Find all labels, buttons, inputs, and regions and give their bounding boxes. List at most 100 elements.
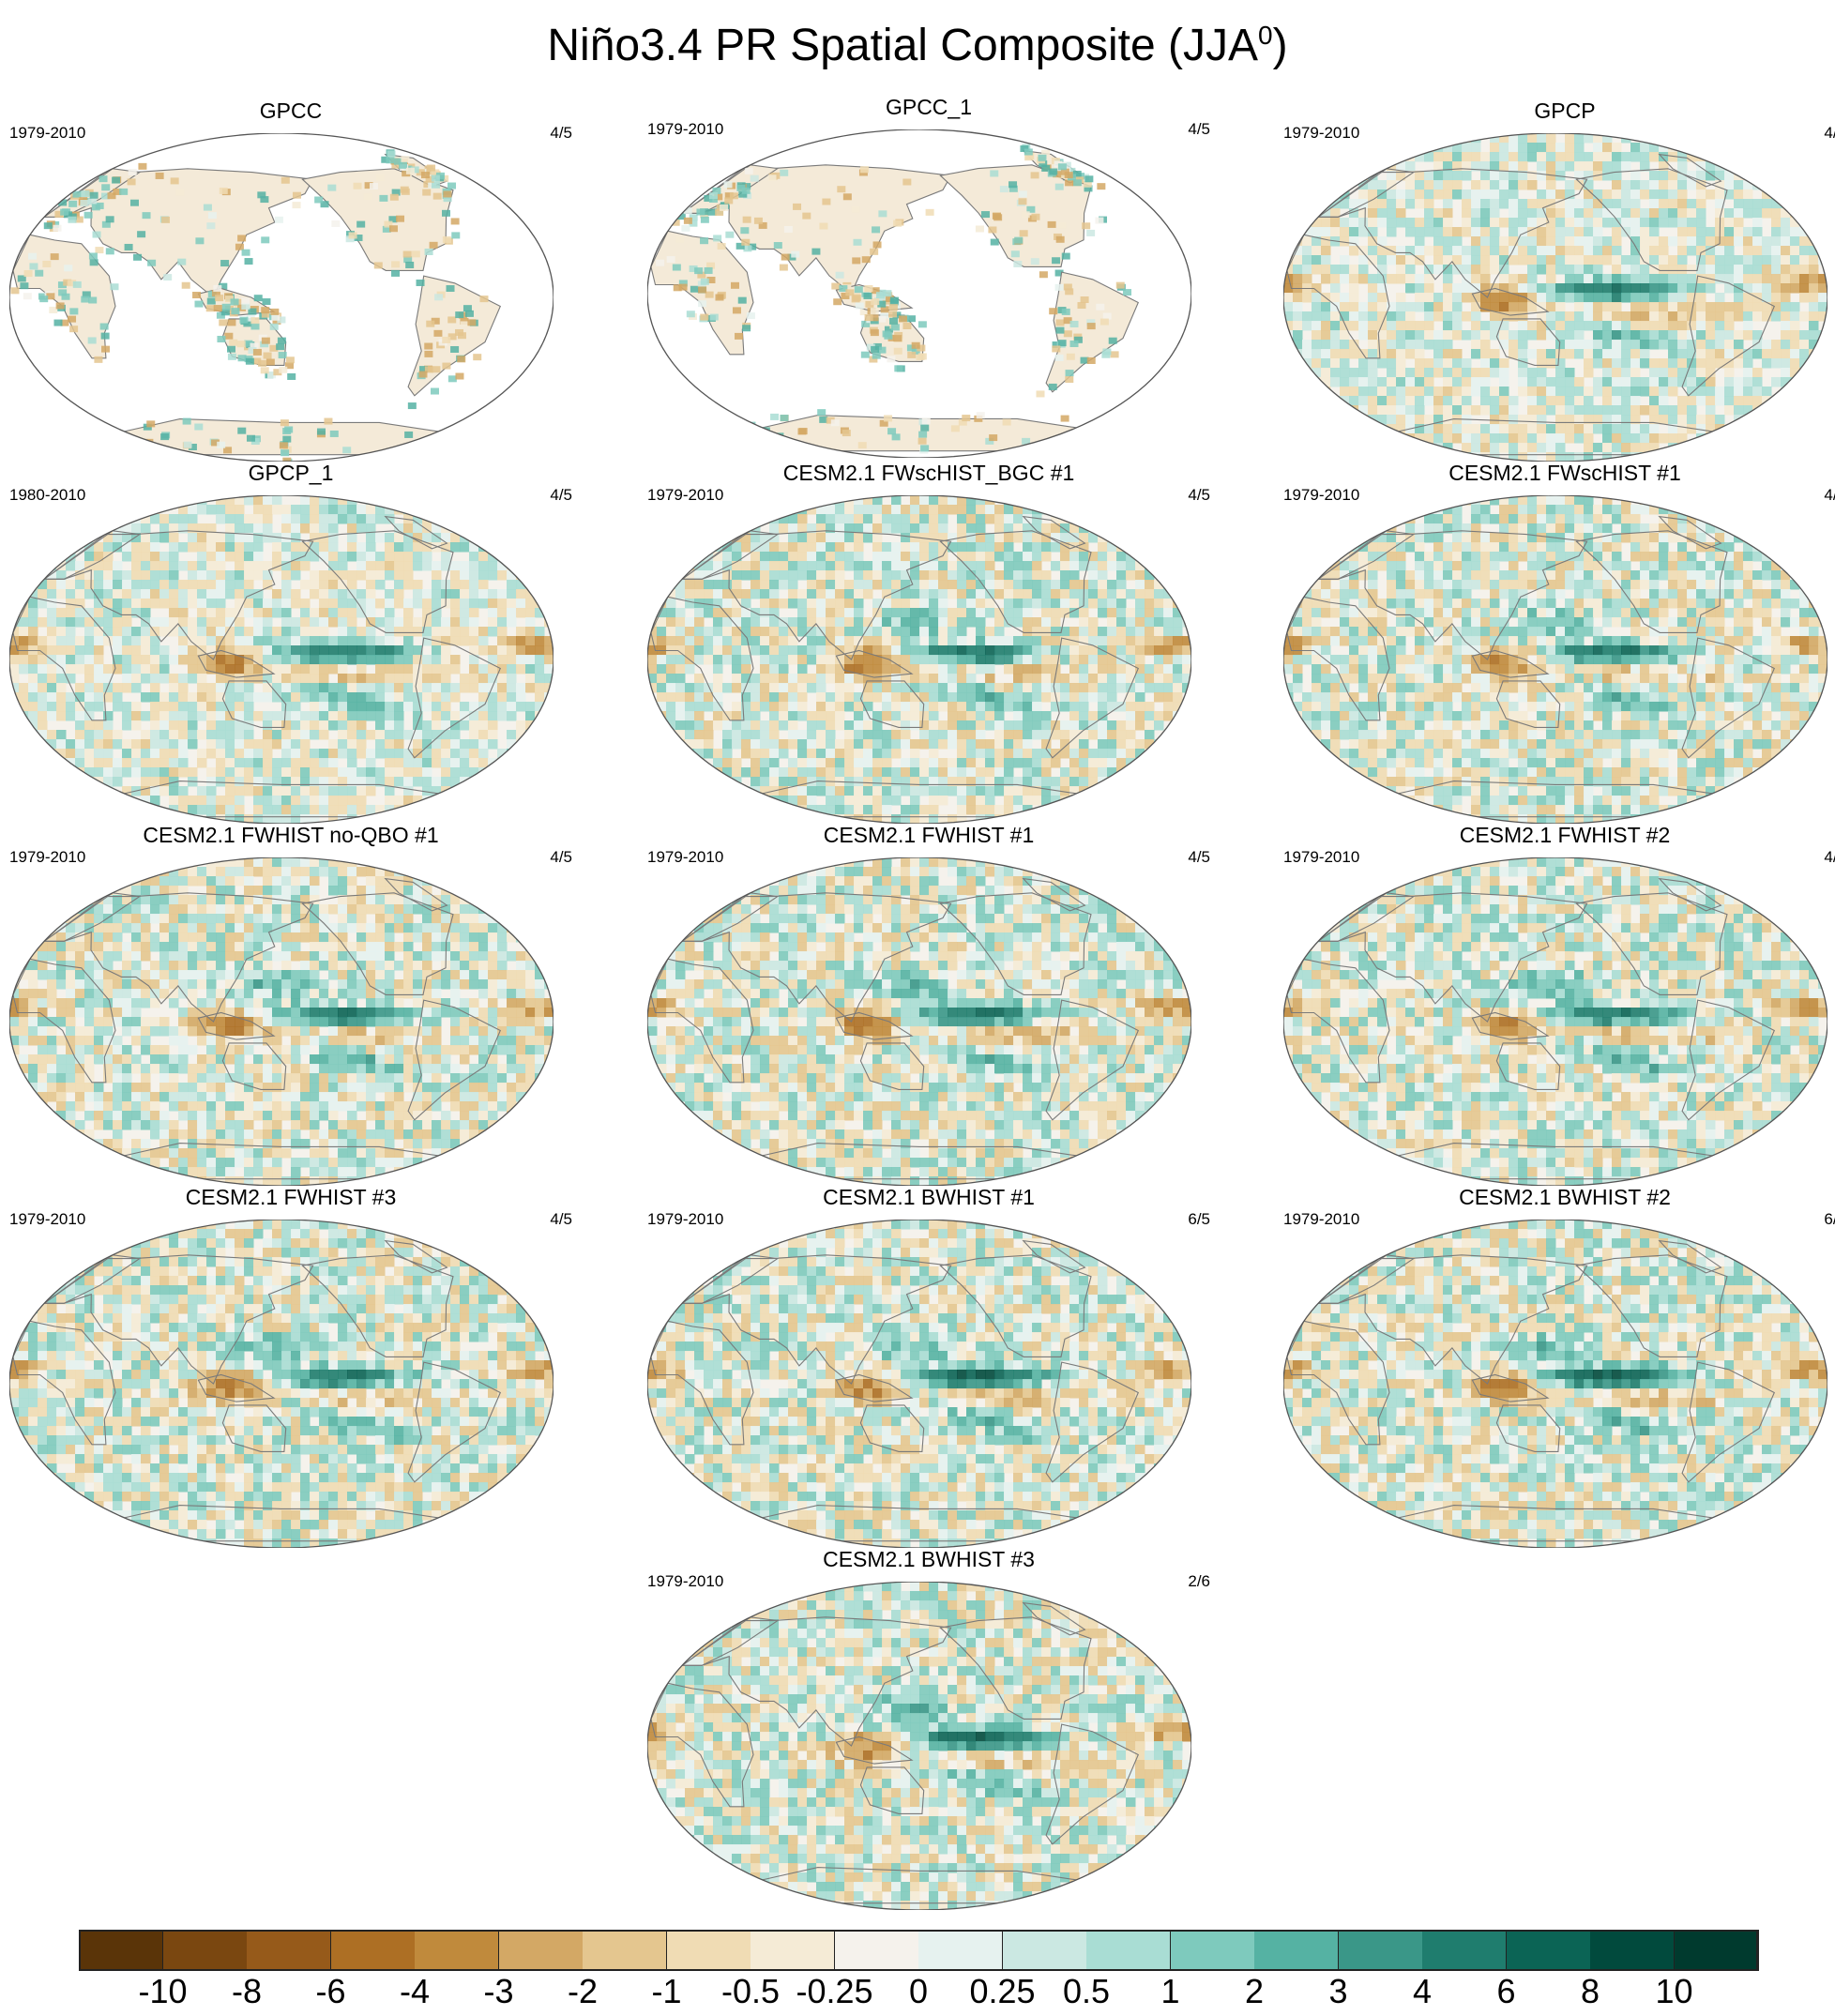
coastline-samerica [1681, 999, 1776, 1121]
map-robinson-projection [647, 495, 1191, 824]
panel-period: 1979-2010 [647, 486, 723, 505]
coastline-greenland [1658, 1239, 1722, 1274]
map-field [9, 857, 554, 1186]
colorbar-swatch [1674, 1930, 1759, 1971]
coastline-africa [650, 1320, 754, 1446]
coastline-greenland [1022, 515, 1086, 550]
coastline-australia [859, 1404, 925, 1452]
coastline-samerica [407, 999, 502, 1121]
colorbar-tick-label: -10 [138, 1973, 187, 2010]
colorbar-tick-label: 8 [1581, 1973, 1600, 2010]
coastline-europe [680, 1254, 780, 1304]
panel-event-count: 4/5 [550, 124, 572, 143]
panel-period: 1979-2010 [1283, 848, 1359, 867]
colorbar-tick-label: -6 [315, 1973, 345, 2010]
map-robinson-projection [9, 133, 554, 462]
coastline-namerica [1575, 1254, 1728, 1357]
map-field [647, 129, 1191, 458]
panel-event-count: 4/5 [550, 1210, 572, 1229]
coastline-samerica [407, 637, 502, 759]
coastline-europe [42, 892, 142, 942]
coastline-namerica [939, 892, 1092, 995]
colorbar-swatch [1086, 1930, 1171, 1971]
panel-period: 1980-2010 [9, 486, 85, 505]
panel-event-count: 6/5 [1188, 1210, 1210, 1229]
map-robinson-projection [1283, 857, 1827, 1186]
map-panel: CESM2.1 BWHIST #1 1979-2010 6/5 [647, 1184, 1210, 1548]
colorbar-tick-label: 3 [1328, 1973, 1347, 2010]
coastline-australia [221, 1042, 287, 1090]
map-field [647, 1220, 1191, 1548]
coastline-asia [42, 530, 314, 660]
map-field [1283, 133, 1827, 462]
map-robinson-projection [647, 129, 1191, 458]
colorbar-swatch [666, 1930, 751, 1971]
map-panel: GPCP_1 1980-2010 4/5 [9, 460, 572, 824]
map-robinson-projection [647, 857, 1191, 1186]
panel-period: 1979-2010 [647, 1210, 723, 1229]
colorbar-tick-label: -3 [483, 1973, 513, 2010]
coastline-asia [1316, 530, 1588, 660]
coastline-africa [1286, 1320, 1390, 1446]
coastline-australia [1495, 680, 1561, 728]
panel-title: GPCC_1 [647, 94, 1210, 120]
coastline-indonesia [197, 649, 276, 678]
coastline-greenland [384, 515, 448, 550]
coastline-asia [42, 892, 314, 1023]
panel-period: 1979-2010 [1283, 486, 1359, 505]
coastline-samerica [407, 1361, 502, 1483]
map-field [647, 495, 1191, 824]
coastline-asia [42, 168, 314, 298]
coastline-indonesia [197, 1011, 276, 1040]
map-panel: CESM2.1 BWHIST #3 1979-2010 2/6 [647, 1546, 1210, 1910]
panel-period: 1979-2010 [9, 124, 85, 143]
coastline-greenland [1022, 1239, 1086, 1274]
coastline-europe [1316, 168, 1416, 218]
coastline-indonesia [1471, 1373, 1550, 1402]
map-panel: CESM2.1 FWHIST #1 1979-2010 4/5 [647, 822, 1210, 1186]
colorbar-swatch [1506, 1930, 1591, 1971]
colorbar-swatch [1170, 1930, 1255, 1971]
panel-title: GPCP_1 [9, 460, 572, 486]
coastline-australia [1495, 318, 1561, 366]
panel-title: GPCC [9, 98, 572, 124]
panel-period: 1979-2010 [9, 1210, 85, 1229]
coastline-namerica [301, 1254, 454, 1357]
map-field [1283, 1220, 1827, 1548]
map-robinson-projection [9, 495, 554, 824]
map-panel: CESM2.1 FWHIST #3 1979-2010 4/5 [9, 1184, 572, 1548]
coastline-namerica [301, 530, 454, 633]
colorbar-tick-label: 1 [1160, 1973, 1179, 2010]
coastline-asia [1316, 1254, 1588, 1385]
colorbar-swatch [415, 1930, 499, 1971]
coastline-europe [42, 530, 142, 580]
coastline-indonesia [1471, 287, 1550, 316]
panel-title: CESM2.1 FWscHIST #1 [1283, 460, 1835, 486]
panel-period: 1979-2010 [9, 848, 85, 867]
colorbar-tick-label: 0.25 [969, 1973, 1035, 2010]
colorbar-tick-label: -0.25 [796, 1973, 872, 2010]
coastline-australia [859, 1766, 925, 1814]
map-robinson-projection [1283, 495, 1827, 824]
panel-title: CESM2.1 FWHIST #3 [9, 1184, 572, 1210]
coastline-asia [1316, 168, 1588, 298]
coastline-australia [1495, 1404, 1561, 1452]
coastline-indonesia [835, 1736, 914, 1765]
panel-event-count: 4/5 [1188, 486, 1210, 505]
coastline-greenland [1022, 877, 1086, 912]
colorbar-swatch [79, 1930, 163, 1971]
coastline-asia [680, 1254, 952, 1385]
panel-title: CESM2.1 BWHIST #2 [1283, 1184, 1835, 1210]
panel-period: 1979-2010 [1283, 1210, 1359, 1229]
panel-title: CESM2.1 FWHIST #2 [1283, 822, 1835, 848]
map-panel: GPCC 1979-2010 4/5 [9, 98, 572, 462]
coastline-namerica [1575, 168, 1728, 271]
panel-event-count: 6/1 [1824, 1210, 1835, 1229]
map-robinson-projection [1283, 1220, 1827, 1548]
panel-event-count: 4/5 [1188, 120, 1210, 139]
map-robinson-projection [1283, 133, 1827, 462]
coastline-africa [650, 958, 754, 1084]
coastline-indonesia [835, 1011, 914, 1040]
